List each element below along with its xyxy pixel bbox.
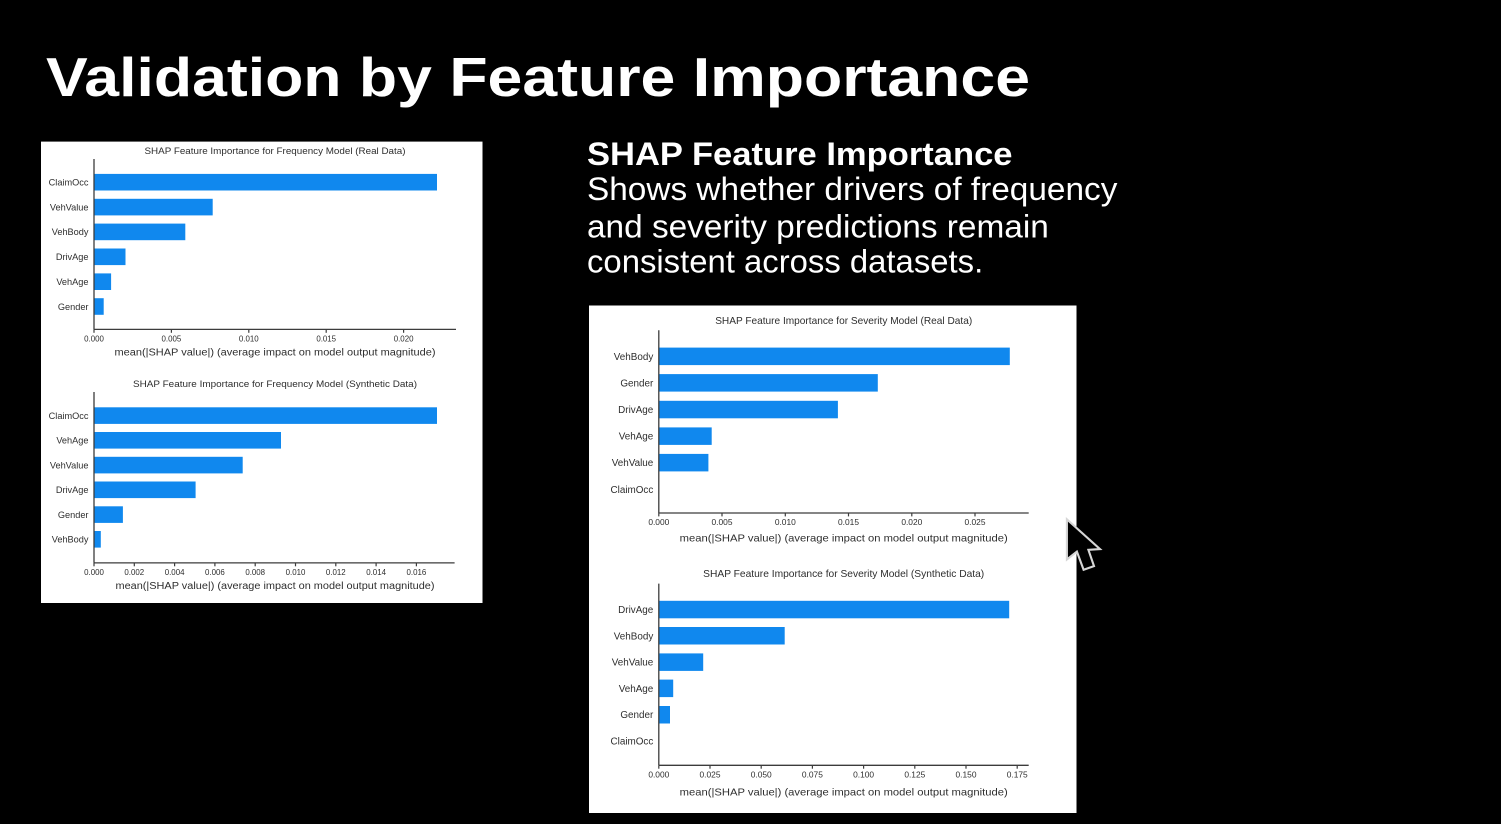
- svg-text:VehAge: VehAge: [56, 277, 88, 287]
- svg-text:0.006: 0.006: [205, 568, 225, 577]
- svg-text:consistent across datasets.: consistent across datasets.: [587, 244, 983, 280]
- svg-text:0.016: 0.016: [407, 568, 427, 577]
- svg-text:0.010: 0.010: [239, 335, 259, 344]
- svg-text:0.012: 0.012: [326, 568, 346, 577]
- svg-text:0.000: 0.000: [648, 770, 669, 780]
- svg-text:VehBody: VehBody: [52, 227, 89, 237]
- svg-text:0.100: 0.100: [853, 770, 874, 780]
- svg-text:VehValue: VehValue: [612, 658, 654, 669]
- svg-text:Gender: Gender: [620, 378, 654, 389]
- svg-text:0.010: 0.010: [775, 517, 796, 527]
- svg-text:VehValue: VehValue: [50, 202, 89, 212]
- svg-text:VehBody: VehBody: [614, 631, 654, 642]
- svg-text:0.008: 0.008: [245, 568, 265, 577]
- svg-text:0.150: 0.150: [956, 770, 977, 780]
- svg-text:0.025: 0.025: [965, 517, 986, 527]
- svg-text:SHAP Feature Importance for Fr: SHAP Feature Importance for Frequency Mo…: [133, 379, 417, 390]
- svg-text:ClaimOcc: ClaimOcc: [611, 737, 654, 748]
- svg-text:SHAP Feature Importance for Se: SHAP Feature Importance for Severity Mod…: [703, 569, 984, 580]
- svg-text:Shows whether drivers of frequ: Shows whether drivers of frequency: [587, 171, 1117, 207]
- svg-text:DrivAge: DrivAge: [56, 485, 89, 495]
- svg-text:VehValue: VehValue: [50, 460, 89, 470]
- svg-text:0.015: 0.015: [838, 517, 859, 527]
- svg-text:SHAP Feature Importance for Se: SHAP Feature Importance for Severity Mod…: [715, 316, 972, 327]
- svg-text:VehBody: VehBody: [614, 352, 654, 363]
- svg-text:Gender: Gender: [620, 710, 654, 721]
- svg-text:0.025: 0.025: [700, 770, 721, 780]
- svg-text:mean(|SHAP value|) (average im: mean(|SHAP value|) (average impact on mo…: [115, 347, 436, 358]
- svg-text:0.004: 0.004: [165, 568, 185, 577]
- svg-text:ClaimOcc: ClaimOcc: [611, 485, 654, 496]
- svg-text:DrivAge: DrivAge: [618, 605, 654, 616]
- svg-text:0.125: 0.125: [904, 770, 925, 780]
- svg-text:ClaimOcc: ClaimOcc: [49, 411, 89, 421]
- svg-text:0.000: 0.000: [84, 335, 104, 344]
- svg-text:0.175: 0.175: [1007, 770, 1028, 780]
- svg-text:Gender: Gender: [58, 510, 89, 520]
- svg-text:0.000: 0.000: [648, 517, 669, 527]
- svg-text:0.000: 0.000: [84, 568, 104, 577]
- svg-text:mean(|SHAP value|) (average im: mean(|SHAP value|) (average impact on mo…: [116, 581, 435, 592]
- svg-text:and severity predictions remai: and severity predictions remain: [587, 208, 1049, 244]
- svg-text:0.020: 0.020: [901, 517, 922, 527]
- svg-text:0.015: 0.015: [316, 335, 336, 344]
- svg-text:0.005: 0.005: [162, 335, 182, 344]
- svg-text:VehAge: VehAge: [56, 436, 88, 446]
- svg-text:VehValue: VehValue: [612, 458, 654, 469]
- svg-text:SHAP Feature Importance: SHAP Feature Importance: [587, 136, 1013, 172]
- svg-text:0.005: 0.005: [712, 517, 733, 527]
- svg-text:ClaimOcc: ClaimOcc: [49, 177, 89, 187]
- svg-text:0.050: 0.050: [751, 770, 772, 780]
- svg-text:0.075: 0.075: [802, 770, 823, 780]
- svg-text:DrivAge: DrivAge: [618, 405, 654, 416]
- svg-text:VehAge: VehAge: [619, 432, 654, 443]
- svg-text:mean(|SHAP value|) (average im: mean(|SHAP value|) (average impact on mo…: [680, 534, 1008, 545]
- svg-text:SHAP Feature Importance for Fr: SHAP Feature Importance for Frequency Mo…: [145, 146, 406, 157]
- svg-text:0.002: 0.002: [124, 568, 144, 577]
- svg-text:Validation by Feature Importan: Validation by Feature Importance: [46, 47, 1030, 108]
- svg-text:Gender: Gender: [58, 302, 89, 312]
- svg-text:VehBody: VehBody: [52, 535, 89, 545]
- svg-text:0.020: 0.020: [394, 335, 414, 344]
- svg-text:VehAge: VehAge: [619, 684, 654, 695]
- svg-text:mean(|SHAP value|) (average im: mean(|SHAP value|) (average impact on mo…: [680, 787, 1008, 798]
- svg-text:0.010: 0.010: [286, 568, 306, 577]
- svg-text:DrivAge: DrivAge: [56, 252, 89, 262]
- svg-text:0.014: 0.014: [366, 568, 386, 577]
